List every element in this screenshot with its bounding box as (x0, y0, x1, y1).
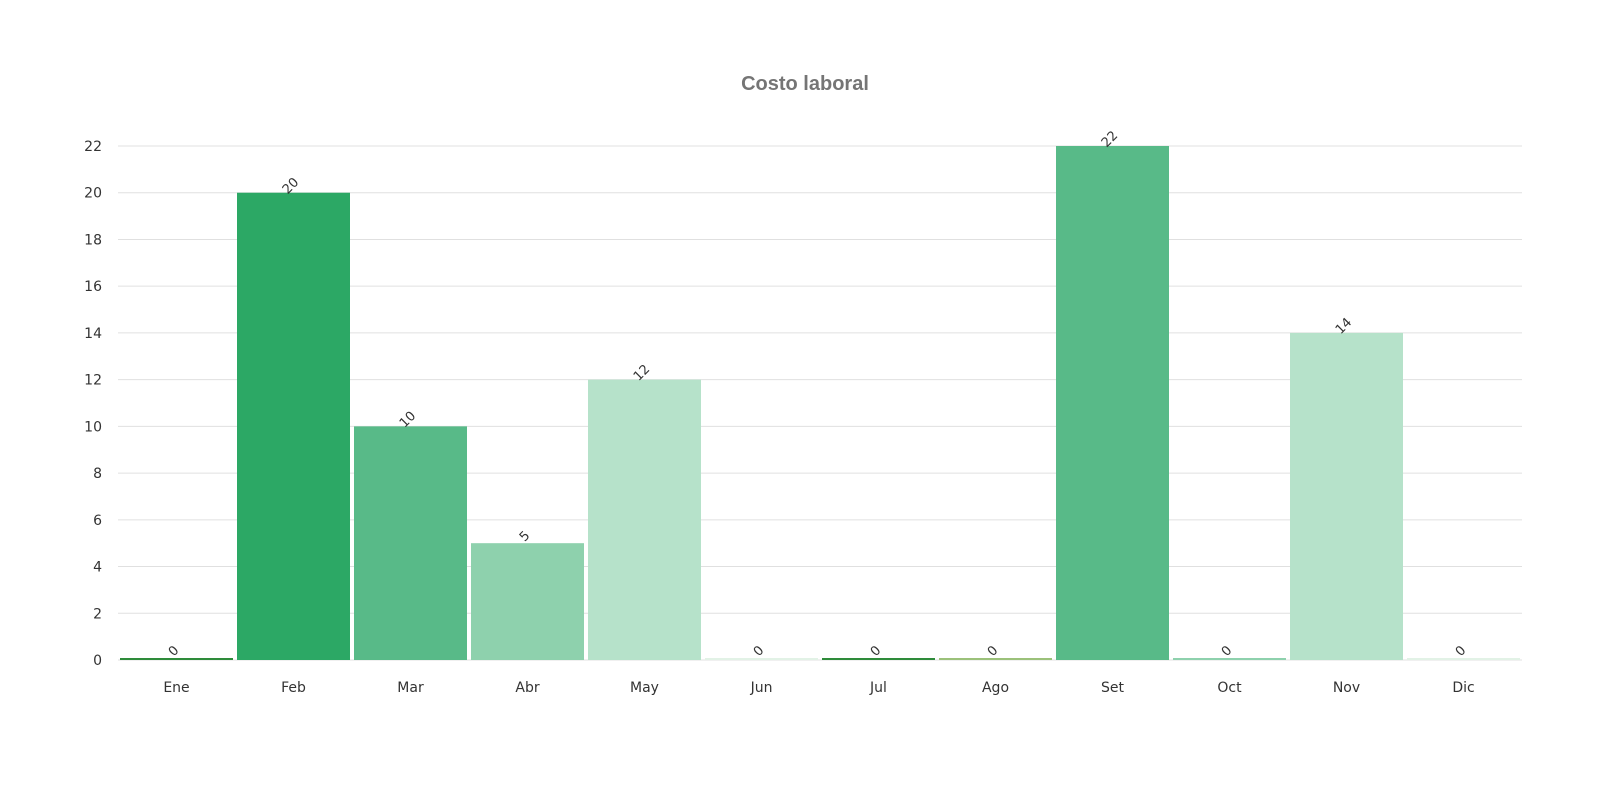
bar[interactable] (705, 658, 818, 660)
x-tick-label: Set (1101, 680, 1125, 696)
data-label: 5 (517, 528, 533, 544)
x-tick-label: Abr (515, 680, 539, 696)
x-tick-label: Oct (1217, 680, 1242, 696)
bar[interactable] (237, 192, 350, 660)
y-tick-label: 10 (84, 419, 102, 435)
x-tick-label: May (630, 680, 659, 696)
x-tick-label: Ene (163, 680, 189, 696)
y-tick-label: 14 (84, 326, 102, 342)
data-label: 0 (1219, 643, 1235, 659)
x-tick-label: Dic (1452, 680, 1474, 696)
data-label: 0 (868, 643, 884, 659)
bar[interactable] (354, 426, 467, 660)
bar[interactable] (939, 658, 1052, 660)
data-label: 0 (166, 643, 182, 659)
data-label: 0 (751, 643, 767, 659)
y-tick-label: 22 (84, 139, 102, 155)
y-tick-label: 20 (84, 186, 102, 202)
y-axis-ticks: 0 2 4 6 8 10 12 14 16 18 20 22 (84, 139, 102, 669)
bar[interactable] (1407, 658, 1520, 660)
bar[interactable] (1290, 332, 1403, 660)
y-tick-label: 16 (84, 279, 102, 295)
bar[interactable] (120, 658, 233, 660)
data-label: 0 (1453, 643, 1469, 659)
x-tick-label: Ago (982, 680, 1009, 696)
bar[interactable] (588, 379, 701, 660)
x-tick-label: Mar (397, 680, 424, 696)
y-tick-label: 18 (84, 232, 102, 248)
bar[interactable] (1056, 146, 1169, 660)
y-tick-label: 2 (93, 606, 102, 622)
y-tick-label: 0 (93, 653, 102, 669)
y-tick-label: 4 (93, 560, 102, 576)
x-axis-ticks: Ene Feb Mar Abr May Jun Jul Ago Set Oct Nov Dic (163, 680, 1474, 696)
data-label: 0 (985, 643, 1001, 659)
y-tick-label: 8 (93, 466, 102, 482)
x-tick-label: Nov (1333, 680, 1360, 696)
y-tick-label: 12 (84, 373, 102, 389)
y-tick-label: 6 (93, 513, 102, 529)
chart-title: Costo laboral (741, 73, 869, 95)
x-tick-label: Jun (750, 680, 773, 696)
x-tick-label: Jul (869, 680, 887, 696)
bar[interactable] (822, 658, 935, 660)
bars (120, 146, 1520, 660)
bar[interactable] (1173, 658, 1286, 660)
x-tick-label: Feb (281, 680, 306, 696)
bar[interactable] (471, 543, 584, 660)
grid-lines (118, 145, 1522, 661)
